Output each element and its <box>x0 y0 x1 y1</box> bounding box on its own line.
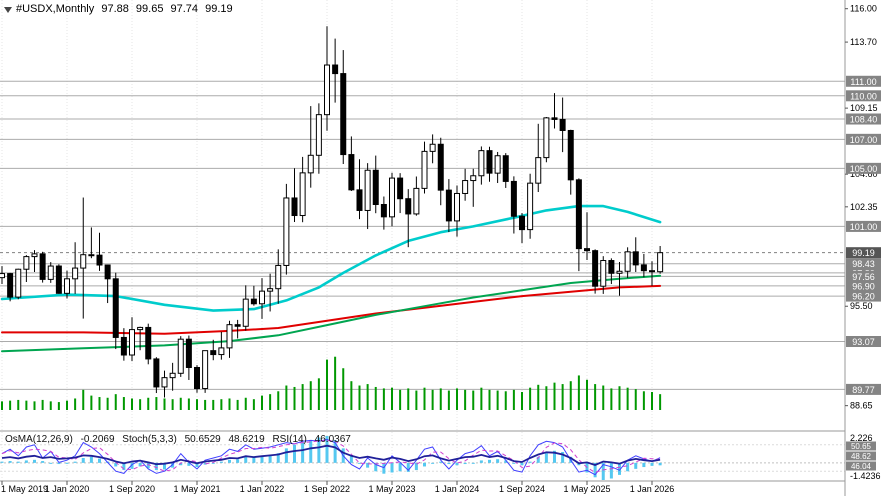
rsi-line <box>1 444 661 466</box>
svg-text:93.07: 93.07 <box>852 337 875 347</box>
support-resistance-lines <box>0 80 845 390</box>
svg-text:96.90: 96.90 <box>852 281 875 291</box>
svg-text:1 Sep 2024: 1 Sep 2024 <box>499 484 545 494</box>
svg-text:99.19: 99.19 <box>852 248 875 258</box>
chart-title: #USDX,Monthly 97.88 99.65 97.74 99.19 <box>16 3 237 15</box>
svg-text:-1.4236: -1.4236 <box>850 471 881 481</box>
svg-text:48.62: 48.62 <box>851 452 872 461</box>
ohlc-low: 97.74 <box>170 3 199 15</box>
svg-text:1 May 2023: 1 May 2023 <box>368 484 415 494</box>
chart-menu-icon[interactable] <box>4 7 12 13</box>
svg-text:1 Jan 2022: 1 Jan 2022 <box>240 484 285 494</box>
svg-text:107.00: 107.00 <box>850 135 878 145</box>
svg-text:108.40: 108.40 <box>850 115 878 125</box>
svg-text:98.43: 98.43 <box>852 259 875 269</box>
svg-text:111.00: 111.00 <box>850 77 876 87</box>
svg-text:89.77: 89.77 <box>852 385 875 395</box>
svg-text:109.15: 109.15 <box>850 103 878 113</box>
svg-text:1 Sep 2022: 1 Sep 2022 <box>304 484 350 494</box>
svg-text:1 Jan 2024: 1 Jan 2024 <box>435 484 480 494</box>
stoch-main-value: 50.6529 <box>184 434 221 445</box>
stoch-signal-line <box>1 439 661 473</box>
svg-text:101.00: 101.00 <box>850 222 878 232</box>
svg-text:110.00: 110.00 <box>850 91 877 101</box>
stoch-signal-value: 48.6219 <box>228 434 265 445</box>
svg-text:97.56: 97.56 <box>852 272 875 282</box>
rsi-value: 46.0367 <box>314 434 351 445</box>
svg-text:1 May 2025: 1 May 2025 <box>563 484 610 494</box>
osma-value: -0.2069 <box>80 434 115 445</box>
osma-label: OsMA(12,26,9) <box>5 434 73 445</box>
svg-text:50.65: 50.65 <box>851 442 872 451</box>
svg-text:1 Jan 2026: 1 Jan 2026 <box>630 484 675 494</box>
svg-text:1 Sep 2020: 1 Sep 2020 <box>109 484 155 494</box>
bid-price-box <box>846 247 881 259</box>
svg-text:95.50: 95.50 <box>850 301 873 311</box>
svg-text:1 Jan 2020: 1 Jan 2020 <box>45 484 90 494</box>
price-axis[interactable]: 116.00 113.70 109.15 104.60 102.35 95.50 88.65… <box>845 4 881 411</box>
ma-red-line <box>1 284 662 335</box>
volume-bars <box>1 356 662 410</box>
rsi-label: RSI(14) <box>272 434 307 445</box>
svg-text:46.04: 46.04 <box>851 462 872 471</box>
svg-text:96.20: 96.20 <box>852 292 875 302</box>
svg-text:105.00: 105.00 <box>850 164 878 174</box>
ma-green-line <box>1 274 662 353</box>
svg-text:113.70: 113.70 <box>850 37 877 47</box>
svg-text:1 May 2021: 1 May 2021 <box>173 484 220 494</box>
stoch-label: Stoch(5,3,3) <box>122 434 177 445</box>
svg-text:88.65: 88.65 <box>850 401 873 411</box>
svg-text:102.35: 102.35 <box>850 202 878 212</box>
ohlc-high: 99.65 <box>135 3 164 15</box>
symbol-period-label: #USDX,Monthly <box>16 3 95 15</box>
svg-text:116.00: 116.00 <box>850 4 877 14</box>
ohlc-close: 99.19 <box>205 3 233 15</box>
candlesticks <box>0 26 664 398</box>
svg-text:1 May 2019: 1 May 2019 <box>1 484 48 494</box>
ohlc-open: 97.88 <box>101 3 129 15</box>
svg-text:2.226: 2.226 <box>850 433 873 443</box>
svg-text:104.60: 104.60 <box>850 169 878 179</box>
indicator-subwindow-title: OsMA(12,26,9) -0.2069 Stoch(5,3,3) 50.65… <box>5 434 356 445</box>
